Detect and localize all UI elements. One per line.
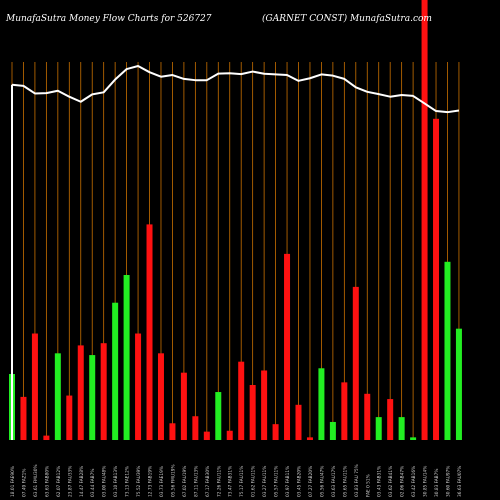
x-tick-label: 63.42 FAB16% bbox=[411, 466, 417, 497]
money-flow-bar bbox=[398, 417, 405, 440]
x-tick-label: 12.73 FAB19% bbox=[148, 466, 154, 497]
x-tick-label: 23.87 FAU33% bbox=[67, 466, 73, 497]
x-tick-label: 03.62 FAB41% bbox=[388, 466, 394, 497]
price-line-group bbox=[11, 65, 460, 440]
money-flow-bar bbox=[123, 275, 130, 440]
x-tick-label: 03.27 FAU11% bbox=[262, 466, 268, 497]
money-flow-bar bbox=[77, 345, 84, 440]
x-tick-label: 03.43 FAB31% bbox=[377, 466, 383, 497]
x-tick-label: 75.52 FAU39% bbox=[136, 466, 142, 497]
money-flow-bar bbox=[387, 399, 394, 440]
money-flow-bar bbox=[261, 370, 268, 440]
money-flow-bar bbox=[364, 393, 371, 440]
money-flow-bar bbox=[421, 0, 428, 440]
x-tick-label: 03.97 FAB11% bbox=[285, 466, 291, 497]
x-tick-label: 30.85 FAU14% bbox=[423, 466, 429, 497]
money-flow-bar bbox=[410, 437, 417, 440]
money-flow-bar bbox=[43, 435, 50, 440]
x-tick-label: 30.60 FAU97% bbox=[445, 466, 451, 497]
x-tick-label: 67.17 FAB30% bbox=[205, 466, 211, 497]
x-tick-label: 03.45 FAB20% bbox=[297, 466, 303, 497]
money-flow-bar bbox=[226, 430, 233, 440]
money-flow-bar bbox=[100, 343, 107, 440]
money-flow-bar bbox=[157, 353, 164, 440]
x-tick-label: 72.26 FAU11% bbox=[216, 466, 222, 497]
money-flow-bar bbox=[433, 118, 440, 441]
money-flow-bar bbox=[66, 395, 73, 440]
x-tick-label: 67.02 FAU19% bbox=[182, 466, 188, 497]
money-flow-bar bbox=[341, 382, 348, 440]
x-tick-label: 18.01 FAE90% bbox=[10, 466, 16, 497]
x-tick-label: 63.61 FMU30% bbox=[33, 464, 39, 497]
money-flow-bar bbox=[318, 368, 325, 440]
x-tick-label: 63.63 FAB80% bbox=[44, 466, 50, 497]
x-tick-label: 03.00 FAU48% bbox=[102, 466, 108, 497]
x-tick-label: 07.27 FAB20% bbox=[308, 466, 314, 497]
x-tick-label: 02.06 FAB47% bbox=[400, 466, 406, 497]
chart-subtitle: (GARNET CONST) MunafaSutra.com bbox=[262, 14, 432, 24]
x-tick-label: 03.73 FAE19% bbox=[159, 466, 165, 497]
x-tick-label: 05.56 FMU19% bbox=[170, 464, 176, 497]
money-flow-bar bbox=[352, 286, 359, 440]
x-tick-label: 05.57 FAU11% bbox=[274, 466, 280, 497]
money-flow-bar bbox=[192, 416, 199, 440]
money-flow-bar bbox=[306, 437, 313, 440]
money-flow-bar bbox=[169, 423, 176, 440]
money-flow-bar bbox=[146, 224, 153, 440]
money-flow-bar bbox=[329, 421, 336, 440]
x-tick-label: 03.63 FAU17% bbox=[331, 466, 337, 497]
x-tick-label: 03.10 FAB13% bbox=[113, 466, 119, 497]
money-flow-bar bbox=[215, 392, 222, 440]
x-tick-label: 05.56 FAU47% bbox=[319, 466, 325, 497]
x-tick-label: FAE 0 51% bbox=[365, 474, 371, 497]
money-flow-bar bbox=[375, 417, 382, 440]
money-flow-bar bbox=[444, 261, 451, 440]
money-flow-bar bbox=[203, 431, 210, 440]
x-tick-label: 03.83 FAU 75% bbox=[354, 464, 360, 497]
money-flow-bar bbox=[54, 353, 61, 440]
x-tick-label: 73.47 FAB31% bbox=[228, 466, 234, 497]
money-flow-bar bbox=[295, 404, 302, 440]
x-tick-label: 01.62 FAU11% bbox=[251, 466, 257, 497]
x-tick-label: 03.44 FAB7% bbox=[90, 469, 96, 497]
x-tick-label: 36.63 FAU07% bbox=[457, 466, 463, 497]
money-flow-bar bbox=[284, 253, 291, 440]
price-line bbox=[11, 65, 460, 114]
x-tick-label: 62.07 FAB12% bbox=[56, 466, 62, 497]
money-flow-bar bbox=[249, 385, 256, 440]
money-flow-bar bbox=[455, 328, 462, 440]
money-flow-bar bbox=[180, 372, 187, 440]
money-flow-bar bbox=[112, 302, 119, 440]
money-flow-bar bbox=[135, 333, 142, 440]
x-tick-label: 73.13 FAE12% bbox=[125, 466, 131, 497]
x-tick-label: 87.11 FAU13% bbox=[193, 466, 199, 497]
money-flow-bar bbox=[89, 355, 96, 440]
money-flow-bar bbox=[20, 396, 27, 440]
x-tick-label: 30.83 FAB7% bbox=[434, 469, 440, 497]
chart-title: MunafaSutra Money Flow Charts for 526727 bbox=[6, 14, 212, 24]
money-flow-bars bbox=[9, 0, 462, 441]
x-tick-label: 14.47 FAB28% bbox=[79, 466, 85, 497]
money-flow-bar bbox=[238, 361, 245, 440]
x-tick-label: 75.17 FAU11% bbox=[239, 466, 245, 497]
x-tick-label: 07.49 FAZ1% bbox=[21, 469, 27, 497]
x-tick-label: 05.65 FAU11% bbox=[342, 466, 348, 497]
money-flow-bar bbox=[31, 333, 38, 440]
x-axis-labels: 18.01 FAE90% 07.49 FAZ1% 63.61 FMU30% 63.63… bbox=[10, 464, 463, 497]
money-flow-bar bbox=[272, 424, 279, 440]
